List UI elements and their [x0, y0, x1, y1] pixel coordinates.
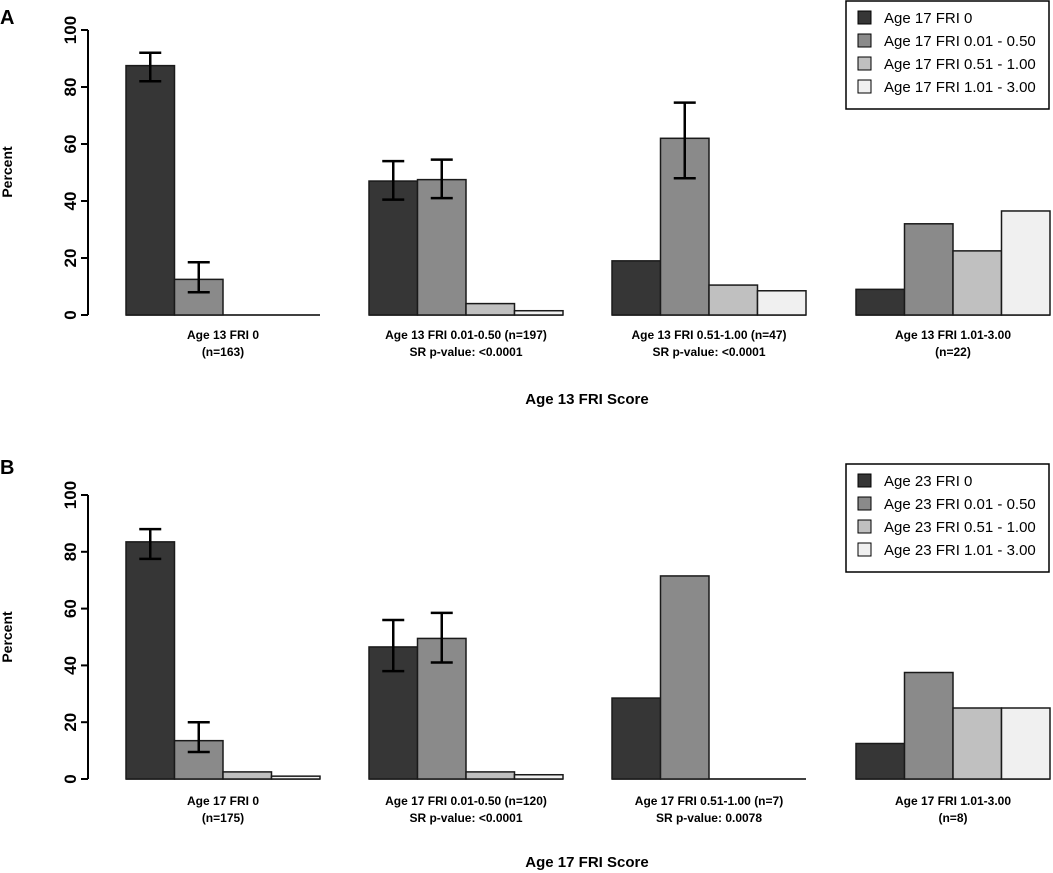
bar [416, 178, 467, 316]
legend-swatch [857, 33, 872, 48]
legend-swatch [857, 542, 872, 557]
legend-label: Age 23 FRI 0 [884, 473, 972, 490]
bar [125, 64, 176, 316]
bar [611, 697, 662, 780]
legend-box [845, 463, 1050, 573]
y-tick-label: 100 [61, 16, 80, 44]
bar [952, 250, 1003, 316]
legend-swatch [857, 519, 872, 534]
panel-label-b: B [0, 457, 14, 479]
bar [513, 309, 564, 316]
y-axis-title: Percent [0, 611, 15, 663]
bar [659, 575, 710, 780]
bar [903, 671, 954, 780]
x-axis-title: Age 13 FRI Score [525, 391, 648, 408]
legend: Age 17 FRI 0 Age 17 FRI 0.01 - 0.50 Age 17… [845, 0, 1050, 110]
y-tick-label: 60 [61, 135, 80, 154]
legend-label: Age 17 FRI 0 [884, 10, 972, 27]
bar [611, 260, 662, 316]
bar [1000, 707, 1051, 780]
legend-label: Age 17 FRI 0.51 - 1.00 [884, 56, 1036, 73]
bar [465, 302, 516, 316]
category-sublabel: SR p-value: <0.0001 [409, 345, 522, 359]
category-label: Age 13 FRI 0.01-0.50 (n=197) [385, 328, 547, 342]
legend-swatch [857, 56, 872, 71]
category-label: Age 13 FRI 0.51-1.00 (n=47) [631, 328, 786, 342]
x-axis-title: Age 17 FRI Score [525, 854, 648, 871]
legend-swatch [857, 10, 872, 25]
legend-label: Age 17 FRI 1.01 - 3.00 [884, 79, 1036, 96]
category-sublabel: SR p-value: <0.0001 [652, 345, 765, 359]
panel-label-a: A [0, 7, 14, 29]
y-tick-label: 60 [61, 599, 80, 618]
y-tick-label: 20 [61, 249, 80, 268]
bar [270, 775, 321, 780]
bar [756, 290, 807, 316]
category-sublabel: (n=22) [935, 345, 971, 359]
category-sublabel: (n=8) [938, 811, 967, 825]
category-label: Age 13 FRI 0 [187, 328, 259, 342]
legend-swatch [857, 79, 872, 94]
legend-label: Age 17 FRI 0.01 - 0.50 [884, 33, 1036, 50]
bar [125, 541, 176, 780]
bar [465, 771, 516, 780]
legend: Age 23 FRI 0 Age 23 FRI 0.01 - 0.50 Age 23… [845, 463, 1050, 573]
category-sublabel: (n=163) [202, 345, 244, 359]
bar [855, 742, 906, 780]
legend-swatch [857, 496, 872, 511]
bar [513, 773, 564, 780]
category-label: Age 17 FRI 1.01-3.00 [895, 794, 1011, 808]
legend-label: Age 23 FRI 0.01 - 0.50 [884, 496, 1036, 513]
legend-label: Age 23 FRI 1.01 - 3.00 [884, 542, 1036, 559]
y-tick-label: 20 [61, 713, 80, 732]
category-sublabel: (n=175) [202, 811, 244, 825]
category-label: Age 13 FRI 1.01-3.00 [895, 328, 1011, 342]
category-label: Age 17 FRI 0 [187, 794, 259, 808]
category-sublabel: SR p-value: 0.0078 [656, 811, 762, 825]
legend-swatch [857, 473, 872, 488]
category-sublabel: SR p-value: <0.0001 [409, 811, 522, 825]
category-label: Age 17 FRI 0.51-1.00 (n=7) [635, 794, 783, 808]
y-axis-title: Percent [0, 146, 15, 198]
panel-a-chart: A 0 20 40 60 80 100 Percent Age 13 FRI 0 (n=163)… [0, 0, 1051, 408]
y-tick-label: 80 [61, 78, 80, 97]
y-tick-label: 100 [61, 481, 80, 509]
legend-box [845, 0, 1050, 110]
panel-b-chart: B 0 20 40 60 80 100 Percent Age 17 FRI 0 (n=175)… [0, 457, 1051, 871]
y-tick-label: 40 [61, 192, 80, 211]
y-tick-label: 0 [61, 774, 80, 783]
bar [368, 180, 419, 316]
y-tick-label: 0 [61, 310, 80, 319]
category-label: Age 17 FRI 0.01-0.50 (n=120) [385, 794, 547, 808]
bar [708, 284, 759, 316]
bar [1000, 210, 1051, 316]
bar [855, 288, 906, 316]
bar [903, 223, 954, 316]
legend-label: Age 23 FRI 0.51 - 1.00 [884, 519, 1036, 536]
bar [952, 707, 1003, 780]
y-tick-label: 40 [61, 656, 80, 675]
bar [222, 771, 273, 780]
y-tick-label: 80 [61, 542, 80, 561]
